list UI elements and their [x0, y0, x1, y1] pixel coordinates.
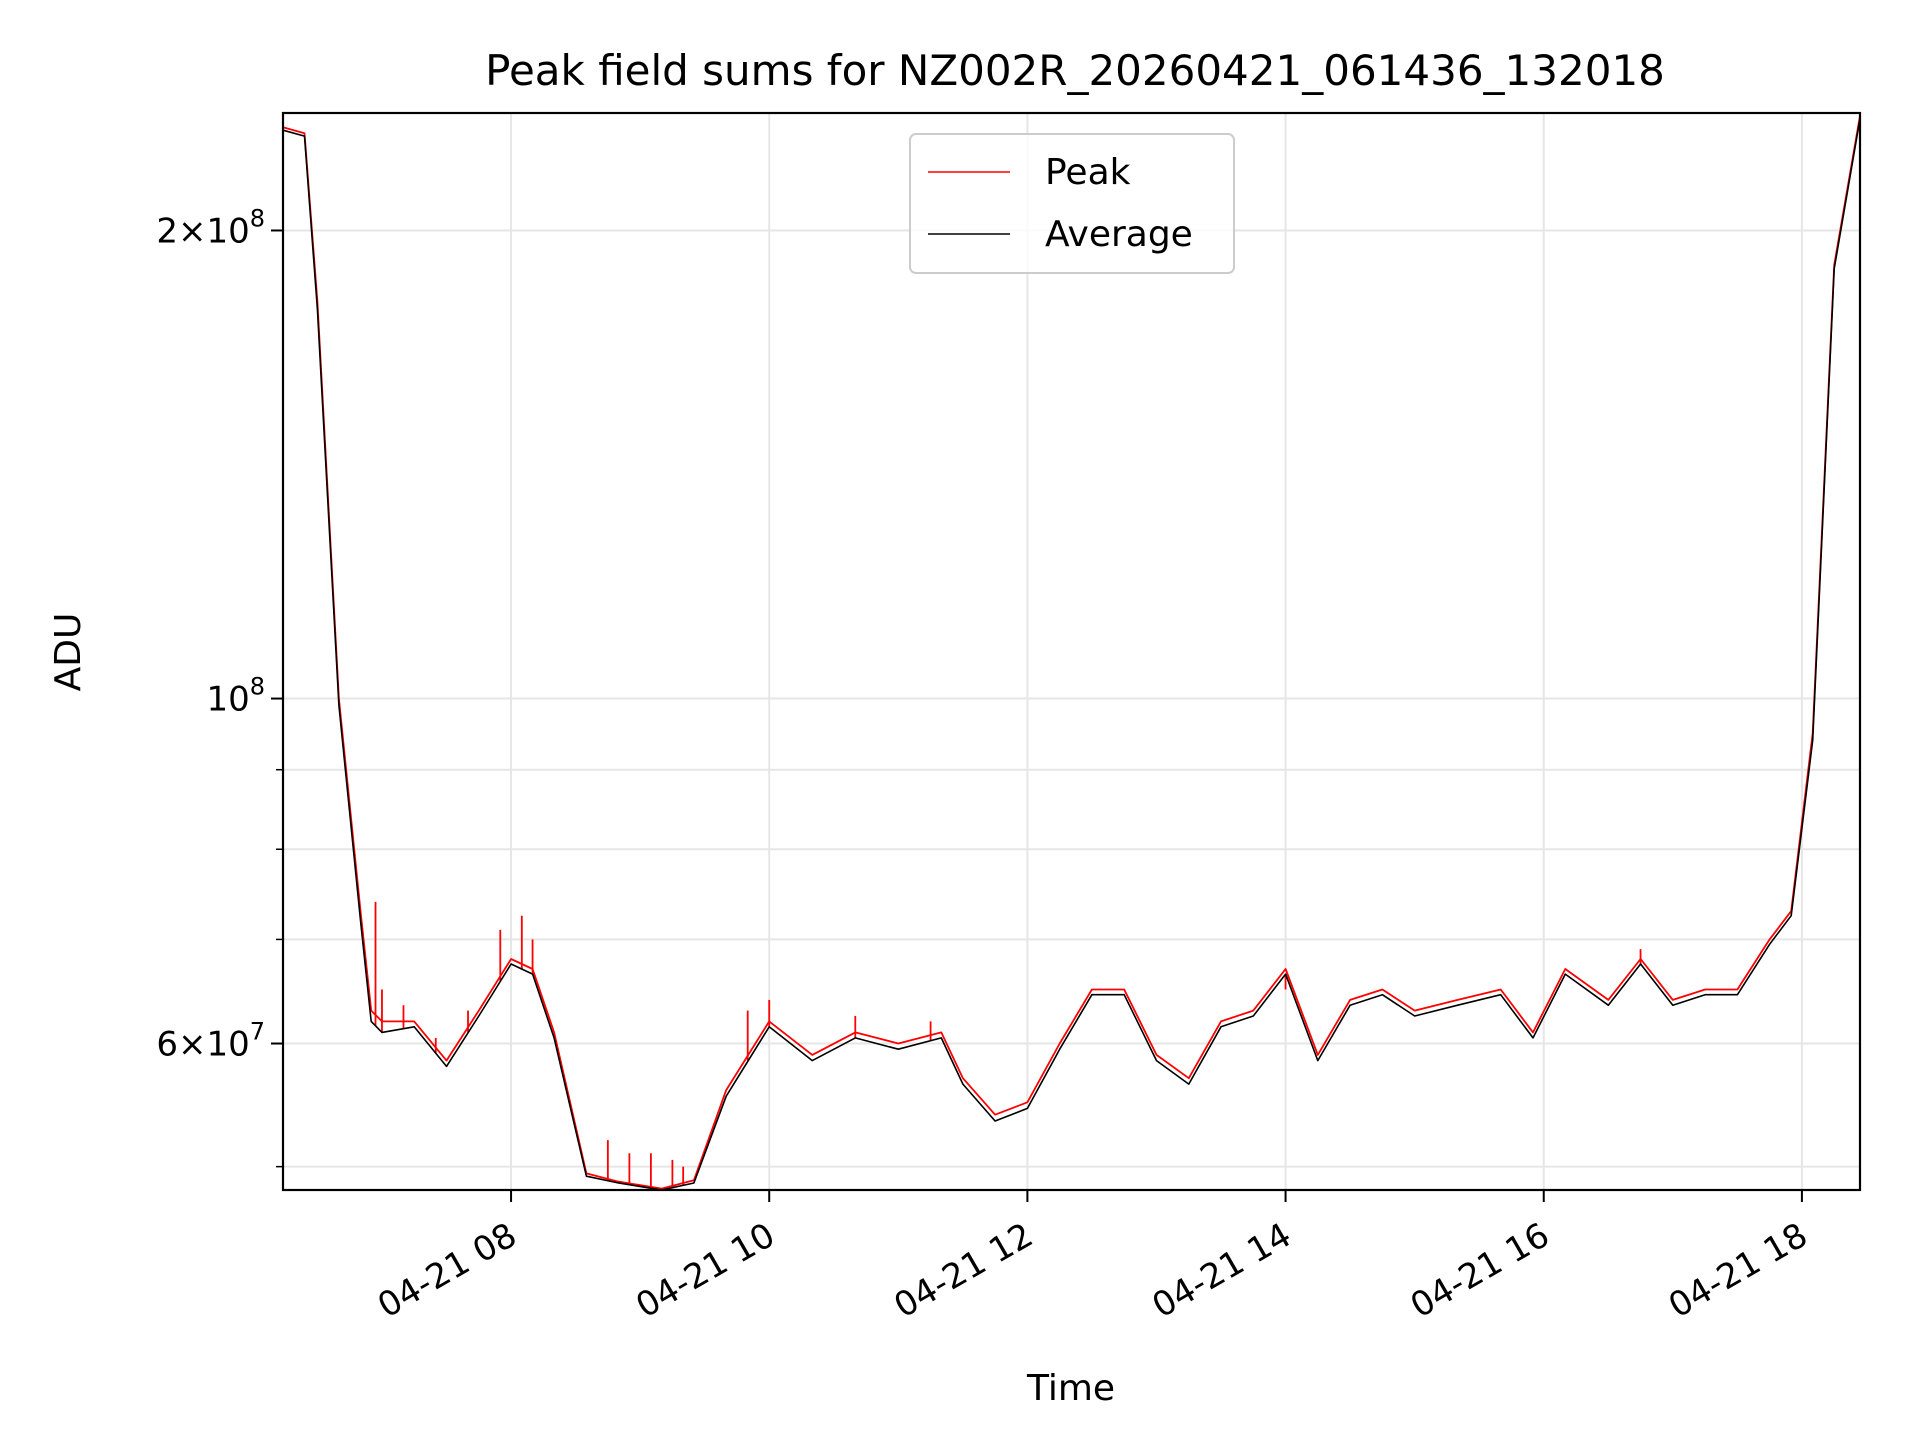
y-axis: 6×107 108 2×108 [156, 204, 283, 1168]
x-axis-label: Time [1026, 1368, 1115, 1409]
series-layer [282, 115, 1861, 1191]
legend-box [909, 133, 1235, 274]
legend-label-peak: Peak [1045, 152, 1131, 193]
legend-label-average: Average [1045, 214, 1193, 255]
y-tick-label: 2×108 [156, 204, 265, 251]
y-tick-label: 6×107 [156, 1018, 265, 1065]
legend: Peak Average [909, 133, 1235, 274]
y-tick-label: 108 [206, 673, 265, 720]
series-line-average [282, 118, 1861, 1191]
grid [283, 113, 1860, 1190]
chart-title: Peak field sums for NZ002R_20260421_0614… [485, 46, 1665, 95]
series-line-peak [282, 115, 1861, 1190]
plot-frame [281, 111, 1862, 1192]
y-axis-label: ADU [48, 613, 89, 692]
